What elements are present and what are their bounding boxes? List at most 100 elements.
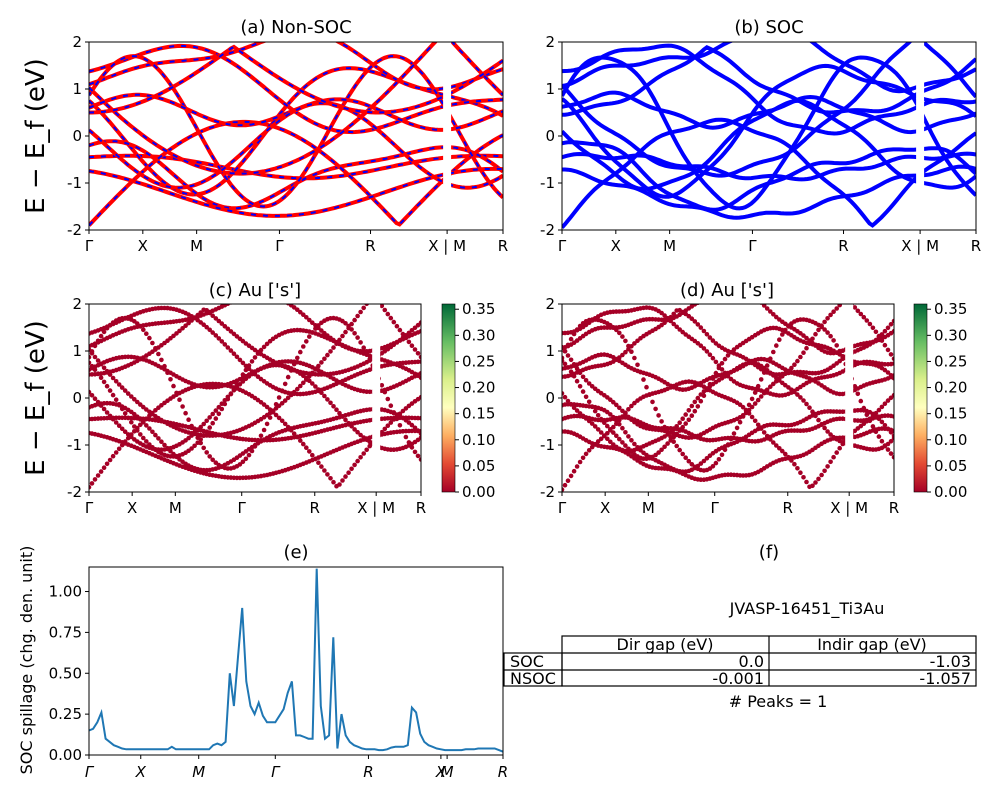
band-point <box>385 396 391 402</box>
band-point <box>828 312 833 318</box>
band-point <box>243 376 249 382</box>
band-point <box>331 345 336 350</box>
band-point <box>98 469 104 474</box>
band-point <box>207 454 212 459</box>
y-tick-label: 0.00 <box>49 746 82 764</box>
band-point <box>249 359 255 364</box>
band-point <box>698 398 704 404</box>
band-point <box>813 413 818 419</box>
band-point <box>764 306 770 311</box>
band-point <box>565 353 571 358</box>
band-point <box>174 390 179 396</box>
band-point <box>885 347 891 353</box>
band-point <box>592 408 598 414</box>
band-point <box>879 338 885 343</box>
band-point <box>846 298 851 303</box>
band-point <box>632 400 637 406</box>
band-point <box>834 306 839 311</box>
panel-d-points <box>562 298 894 492</box>
band-point <box>876 335 882 340</box>
band-point <box>695 404 701 409</box>
band-point <box>580 413 586 419</box>
band-point <box>213 316 219 321</box>
band-point <box>138 422 143 428</box>
band-point <box>888 352 894 357</box>
band-point <box>885 398 891 403</box>
band-point <box>798 354 803 360</box>
band-point <box>370 293 375 298</box>
band-line <box>562 44 976 117</box>
band-point <box>813 331 818 337</box>
band-point <box>825 330 830 335</box>
band-point <box>418 371 421 376</box>
band-point <box>340 414 345 419</box>
band-point <box>804 345 809 351</box>
band-point <box>589 421 595 426</box>
band-point <box>141 327 146 333</box>
y-tick-label: -2 <box>540 221 555 239</box>
band-point <box>107 388 113 393</box>
x-tick-label: R <box>889 499 899 517</box>
band-point <box>418 359 421 364</box>
band-point <box>352 331 357 336</box>
band-point <box>204 308 209 313</box>
band-point <box>562 482 568 488</box>
band-point <box>144 416 149 422</box>
band-point <box>240 379 246 384</box>
band-point <box>620 440 625 445</box>
band-point <box>210 457 215 463</box>
band-point <box>110 416 116 422</box>
band-point <box>695 322 701 327</box>
band-point <box>388 403 394 409</box>
band-point <box>674 424 679 429</box>
y-tick-label: -1 <box>540 436 555 454</box>
band-point <box>882 342 888 348</box>
band-point <box>689 316 695 322</box>
band-point <box>378 304 380 305</box>
band-point <box>626 414 631 420</box>
band-point <box>831 309 836 315</box>
band-point <box>737 419 743 425</box>
x-tick-label: Γ <box>85 237 94 255</box>
band-point <box>774 343 779 348</box>
band-point <box>668 314 673 320</box>
band-point <box>674 324 679 330</box>
band-point <box>583 394 589 400</box>
band-point <box>882 401 888 407</box>
band-point <box>397 411 403 417</box>
band-point <box>783 327 788 333</box>
band-point <box>412 347 418 352</box>
band-point <box>831 338 836 343</box>
band-point <box>409 422 415 428</box>
band-point <box>150 429 155 435</box>
band-point <box>237 382 243 387</box>
band-point <box>288 392 294 398</box>
band-point <box>319 328 324 333</box>
spillage-line <box>88 568 504 753</box>
band-point <box>722 447 728 453</box>
band-point <box>592 424 598 429</box>
band-point <box>141 435 146 441</box>
band-point <box>680 451 685 457</box>
band-point <box>276 395 282 400</box>
band-point <box>415 351 421 356</box>
band-point <box>219 321 225 326</box>
band-line-overlay <box>89 154 503 180</box>
colorbar-tick-label: 0.10 <box>462 431 495 449</box>
band-point <box>571 331 577 337</box>
band-point <box>734 425 740 431</box>
band-point <box>198 440 203 446</box>
band-point <box>153 408 158 413</box>
band-point <box>698 461 704 466</box>
band-point <box>795 392 800 397</box>
x-tick-label: M <box>169 499 182 517</box>
band-point <box>659 419 664 424</box>
band-point <box>204 418 209 424</box>
band-point <box>795 466 800 471</box>
band-point <box>168 377 173 382</box>
band-point <box>671 427 676 432</box>
band-point <box>138 324 143 329</box>
band-point <box>195 435 200 441</box>
band-point <box>89 485 92 490</box>
